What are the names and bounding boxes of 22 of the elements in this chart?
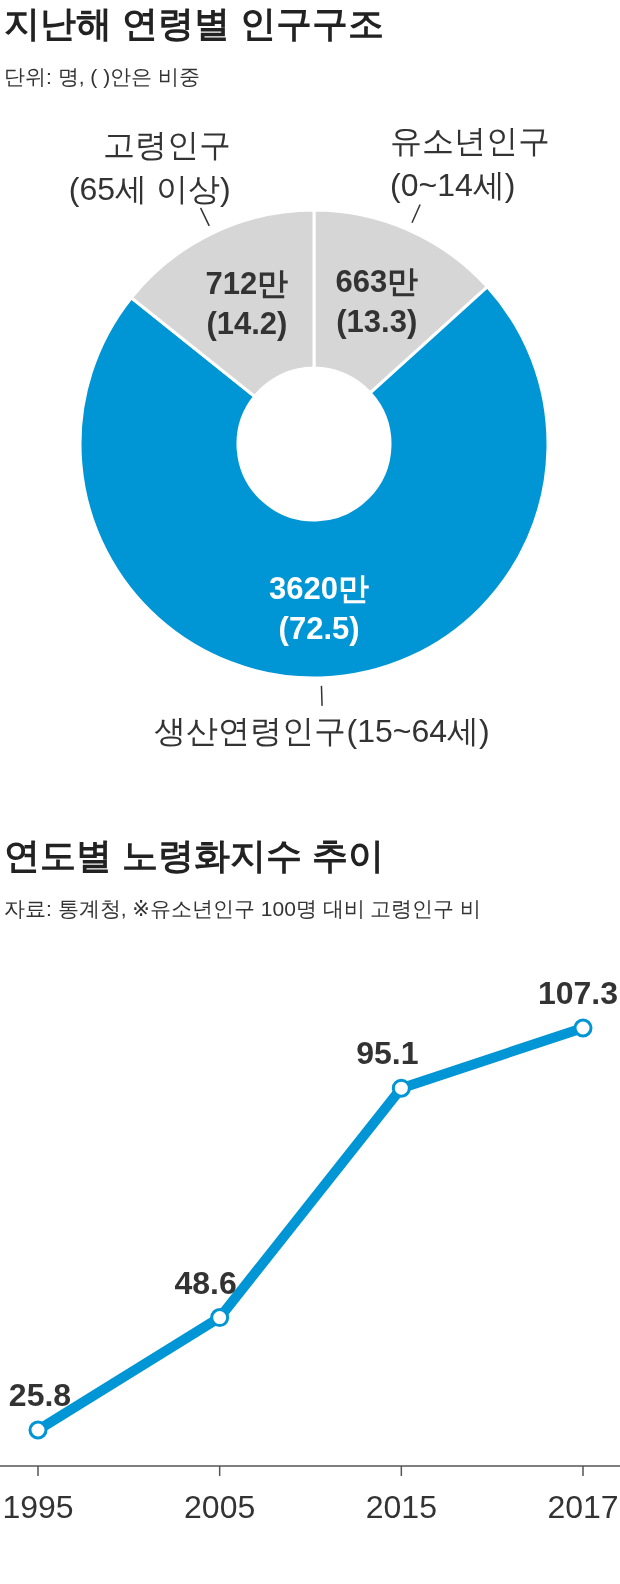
data-label: 95.1 xyxy=(356,1035,419,1072)
data-label: 3620만 (72.5) xyxy=(269,570,370,646)
x-tick-label: 1995 xyxy=(2,1489,74,1525)
slice-label: 유소년인구 (0~14세) xyxy=(390,123,551,204)
data-label: 712만 (14.2) xyxy=(205,266,289,342)
data-label: 48.6 xyxy=(174,1264,237,1301)
point xyxy=(210,1308,230,1328)
point xyxy=(28,1420,48,1440)
chart-subtitle: 자료: 통계청, ※유소년인구 100명 대비 고령인구 비 xyxy=(4,897,482,920)
chart-title: 연도별 노령화지수 추이 xyxy=(4,835,385,876)
x-tick-label: 2015 xyxy=(365,1489,437,1525)
slice-label: 생산연령인구(15~64세) xyxy=(154,712,490,749)
chart-subtitle: 단위: 명, ( )안은 비중 xyxy=(4,65,200,88)
chart-title: 지난해 연령별 인구구조 xyxy=(4,3,385,44)
data-label: 25.8 xyxy=(8,1377,72,1413)
data-label: 107.3 xyxy=(537,975,619,1011)
point xyxy=(573,1018,593,1038)
data-label: 663만 (13.3) xyxy=(335,264,419,340)
x-tick-label: 2017 xyxy=(547,1489,619,1525)
x-tick-label: 2005 xyxy=(184,1489,256,1525)
point xyxy=(391,1078,411,1098)
slice-label: 고령인구 (65세 이상) xyxy=(68,126,231,207)
